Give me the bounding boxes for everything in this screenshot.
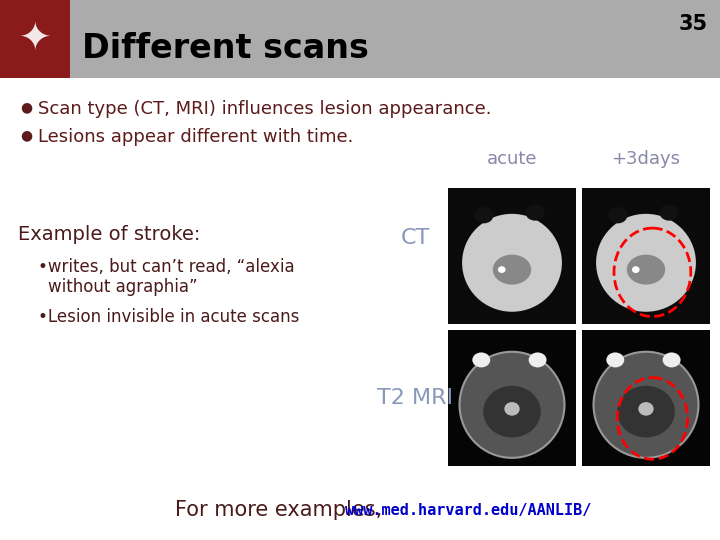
- Text: ●: ●: [20, 100, 32, 114]
- Bar: [448, 188, 576, 324]
- Text: Different scans: Different scans: [82, 31, 369, 64]
- Ellipse shape: [459, 352, 564, 458]
- Ellipse shape: [462, 214, 562, 312]
- Text: acute: acute: [487, 150, 537, 168]
- Bar: [0, 0, 70, 78]
- Text: ●: ●: [20, 128, 32, 142]
- Text: ✦: ✦: [19, 20, 51, 58]
- Text: www.med.harvard.edu/AANLIB/: www.med.harvard.edu/AANLIB/: [345, 503, 591, 517]
- Ellipse shape: [662, 353, 680, 367]
- Ellipse shape: [474, 207, 493, 224]
- Text: Scan type (CT, MRI) influences lesion appearance.: Scan type (CT, MRI) influences lesion ap…: [38, 100, 492, 118]
- Text: CT: CT: [400, 228, 430, 248]
- Ellipse shape: [526, 204, 544, 221]
- Ellipse shape: [472, 353, 490, 367]
- Text: For more examples,: For more examples,: [175, 500, 382, 520]
- Ellipse shape: [606, 353, 624, 367]
- Ellipse shape: [504, 402, 520, 416]
- Text: +3days: +3days: [611, 150, 680, 168]
- Ellipse shape: [632, 266, 639, 273]
- Ellipse shape: [660, 204, 679, 221]
- Ellipse shape: [627, 255, 665, 285]
- Text: Lesions appear different with time.: Lesions appear different with time.: [38, 128, 354, 146]
- Ellipse shape: [639, 402, 654, 416]
- Text: Example of stroke:: Example of stroke:: [18, 225, 200, 244]
- Ellipse shape: [528, 353, 546, 367]
- Bar: [582, 330, 710, 466]
- Ellipse shape: [593, 352, 698, 458]
- Text: •Lesion invisible in acute scans: •Lesion invisible in acute scans: [38, 308, 300, 326]
- Ellipse shape: [617, 386, 675, 437]
- Ellipse shape: [608, 207, 627, 224]
- Bar: [582, 188, 710, 324]
- Ellipse shape: [596, 214, 696, 312]
- Text: T2 MRI: T2 MRI: [377, 388, 453, 408]
- Text: •writes, but can’t read, “alexia: •writes, but can’t read, “alexia: [38, 258, 294, 276]
- Ellipse shape: [498, 266, 505, 273]
- Ellipse shape: [492, 255, 531, 285]
- Text: 35: 35: [679, 14, 708, 34]
- Ellipse shape: [483, 386, 541, 437]
- Text: without agraphia”: without agraphia”: [48, 278, 197, 296]
- Bar: [448, 330, 576, 466]
- Bar: [0, 0, 720, 78]
